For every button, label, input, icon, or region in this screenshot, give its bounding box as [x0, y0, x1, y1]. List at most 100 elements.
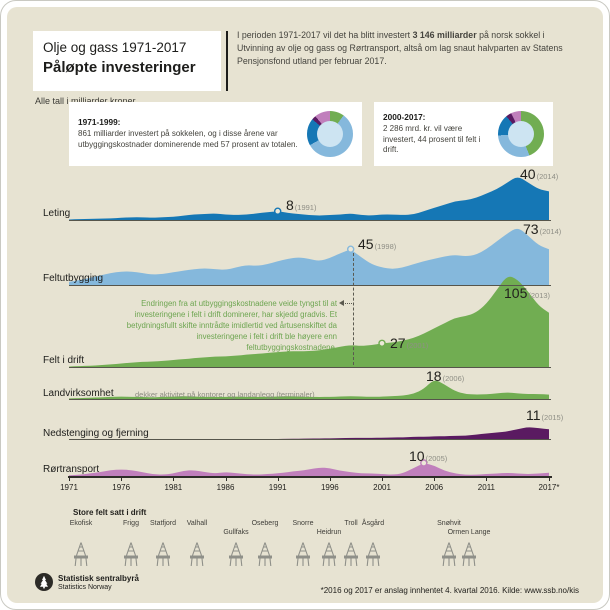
- oil-platform-icon: [121, 541, 141, 572]
- series-label-landvirksomhet: Landvirksomhet: [43, 388, 114, 399]
- platform-label: Heidrun: [316, 529, 342, 536]
- axis-tick: [225, 477, 227, 481]
- platform-label: Ormen Lange: [447, 529, 491, 536]
- platform-label: Snorre: [292, 520, 314, 527]
- axis-tick: [329, 477, 331, 481]
- peak-value: 40: [520, 166, 536, 182]
- marker-label-felt-i-drift: 27(2001): [390, 335, 428, 353]
- area-path-felt-i-drift: [69, 276, 549, 367]
- peak-value: 11: [526, 407, 541, 423]
- summary-box-2000-2017: 2000-2017: 2 286 mrd. kr. vil være inves…: [374, 102, 553, 166]
- axis-tick-label: 1981: [164, 483, 183, 492]
- summary-box-1971-1999: 1971-1999: 861 milliarder investert på s…: [69, 102, 362, 166]
- axis-tick-label: 2017*: [538, 483, 560, 492]
- peak-value: 105: [504, 285, 528, 301]
- title-box: Olje og gass 1971-2017 Påløpte investeri…: [33, 31, 221, 91]
- marker-dot-feltutbygging: [347, 245, 355, 253]
- axis-tick-label: 2001: [373, 483, 391, 492]
- dashed-guide-line: [353, 253, 354, 365]
- dotted-connector: [345, 303, 354, 304]
- summary-text-1: 1971-1999: 861 milliarder investert på s…: [78, 117, 300, 151]
- area-path-leting: [69, 177, 549, 220]
- summary-title-2: 2000-2017:: [383, 111, 426, 122]
- axis-tick: [382, 477, 384, 481]
- oil-platform-icon: [459, 541, 479, 572]
- org-name-en: Statistics Norway: [58, 584, 112, 591]
- oil-platform-icon: [439, 541, 459, 572]
- baseline-feltutbygging: [69, 285, 551, 286]
- platform-label: Troll: [344, 520, 358, 527]
- series-label-leting: Leting: [43, 208, 71, 219]
- peak-label-landvirksomhet: 18(2006): [426, 368, 464, 386]
- peak-label-leting: 40(2014): [520, 166, 558, 184]
- header-divider: [226, 31, 228, 91]
- area-chart-landvirksomhet: [69, 380, 549, 399]
- baseline-felt-i-drift: [69, 367, 551, 368]
- oil-platform-icon: [71, 541, 91, 572]
- axis-tick: [173, 477, 175, 481]
- title-line2: Påløpte investeringer: [43, 59, 196, 76]
- area-chart-rortransport: [69, 459, 549, 476]
- marker-year: (1998): [374, 242, 397, 251]
- peak-value: 18: [426, 368, 442, 384]
- area-chart-felt-i-drift: [69, 276, 549, 367]
- axis-tick: [434, 477, 436, 481]
- baseline-leting: [69, 220, 551, 221]
- axis-tick-label: 2011: [477, 483, 495, 492]
- oil-platform-icon: [363, 541, 383, 572]
- marker-year: (2005): [425, 454, 448, 463]
- summary-title-1: 1971-1999:: [78, 117, 121, 128]
- subtitle: Alle tall i milliarder kroner: [35, 96, 136, 106]
- area-path-feltutbygging: [69, 228, 549, 285]
- marker-dot-leting: [273, 207, 282, 215]
- platform-label: Snøhvit: [437, 520, 461, 527]
- intro-paragraph: I perioden 1971-2017 vil det ha blitt in…: [237, 29, 569, 69]
- marker-value: 8: [286, 197, 294, 213]
- oil-platform-icon: [319, 541, 339, 572]
- marker-label-leting: 8(1991): [286, 197, 316, 215]
- x-axis-line: [68, 476, 552, 478]
- annotation-text: Endringen fra at utbyggingskostnadene ve…: [126, 299, 337, 353]
- area-chart-leting: [69, 177, 549, 220]
- peak-year: (2014): [536, 172, 559, 181]
- platform-label: Frigg: [123, 520, 139, 527]
- area-path-rortransport: [69, 463, 549, 476]
- area-chart-feltutbygging: [69, 228, 549, 285]
- series-note-landvirksomhet: dekker aktivitet på kontorer og landanle…: [135, 390, 315, 399]
- axis-tick-label: 1991: [268, 483, 287, 492]
- axis-tick: [121, 477, 123, 481]
- peak-label-feltutbygging: 73(2014): [523, 221, 561, 239]
- oil-platform-icon: [255, 541, 275, 572]
- axis-tick: [277, 477, 279, 481]
- series-label-rortransport: Rørtransport: [43, 464, 100, 475]
- peak-year: (2015): [541, 413, 564, 422]
- intro-text-2: på norsk sokkel i Utvinning av olje og g…: [237, 30, 563, 67]
- platform-label: Åsgård: [361, 520, 385, 527]
- intro-text-1: I perioden 1971-2017 vil det ha blitt in…: [237, 30, 413, 40]
- summary-body-2: 2 286 mrd. kr. vil være investert, 44 pr…: [383, 123, 481, 155]
- axis-tick-label: 1986: [216, 483, 235, 492]
- axis-tick-label: 1976: [112, 483, 131, 492]
- axis-tick-label: 1996: [320, 483, 339, 492]
- axis-tick-label: 2006: [425, 483, 444, 492]
- series-label-felt-i-drift: Felt i drift: [43, 355, 85, 366]
- axis-tick-label: 1971: [60, 483, 78, 492]
- platform-label: Statfjord: [149, 520, 177, 527]
- peak-year: (2013): [528, 291, 551, 300]
- platform-label: Valhall: [186, 520, 208, 527]
- summary-text-2: 2000-2017: 2 286 mrd. kr. vil være inves…: [383, 112, 491, 157]
- infographic: Olje og gass 1971-2017 Påløpte investeri…: [7, 7, 603, 603]
- marker-year: (1991): [294, 203, 317, 212]
- annotation-arrow-icon: [339, 300, 344, 306]
- area-path-landvirksomhet: [69, 380, 549, 399]
- oil-platform-icon: [226, 541, 246, 572]
- peak-label-felt-i-drift: 105(2013): [504, 285, 550, 303]
- platforms-heading: Store felt satt i drift: [73, 508, 147, 517]
- axis-tick: [549, 477, 550, 481]
- marker-dot-felt-i-drift: [378, 339, 386, 348]
- donut-chart-2000-2017: [498, 111, 544, 157]
- footnote: *2016 og 2017 er anslag innhentet 4. kva…: [320, 586, 579, 595]
- org-name: Statistisk sentralbyrå: [58, 574, 139, 583]
- marker-value: 10: [409, 448, 425, 464]
